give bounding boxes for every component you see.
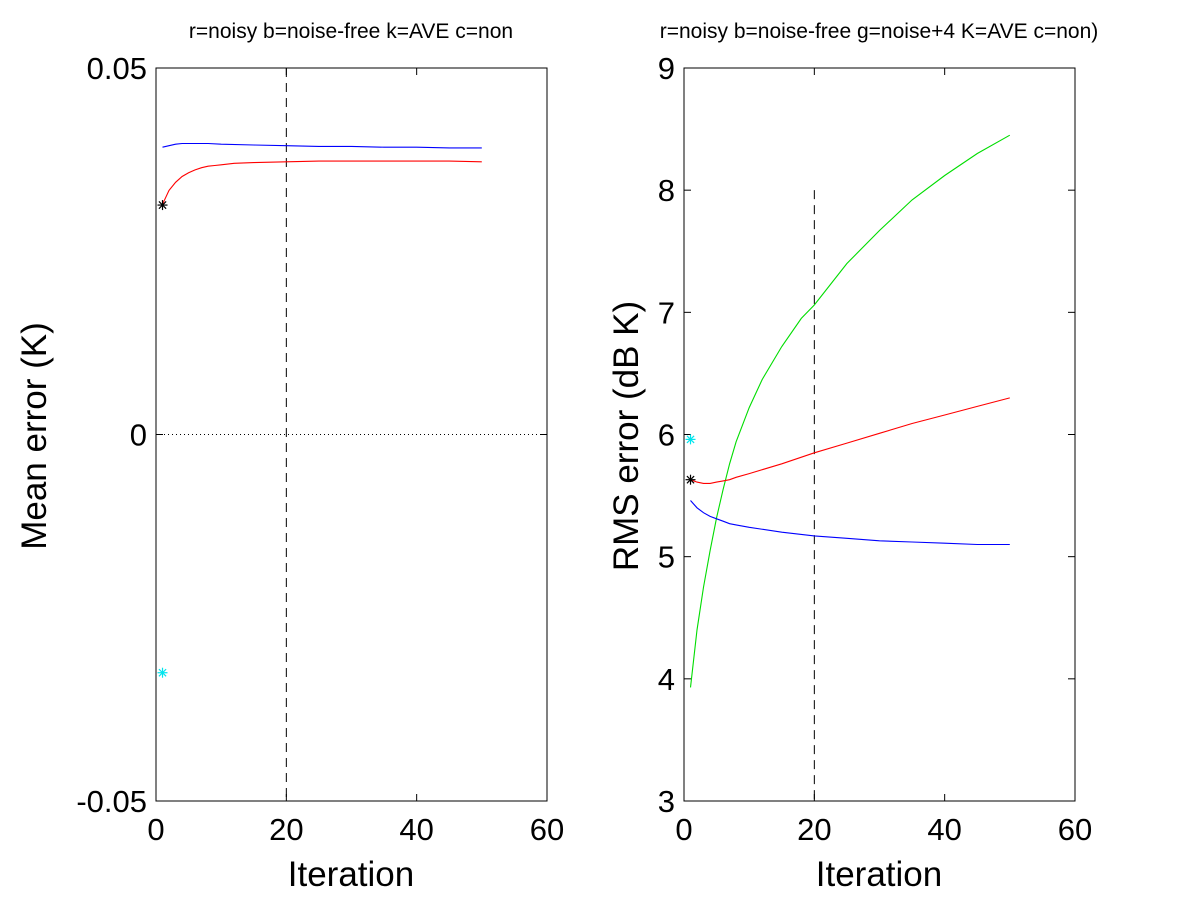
rms-error-axes-box	[683, 67, 1076, 802]
rms-error-series-line-2	[690, 500, 1010, 546]
mean-error-series-line-0	[162, 142, 482, 149]
mean-error-series-line-1	[162, 160, 482, 205]
mean-error-chart-title: r=noisy b=noise-free k=AVE c=non	[189, 20, 513, 43]
rms-error-series-line-1	[690, 397, 1010, 484]
rms-error-x-tick-label: 40	[927, 812, 961, 847]
rms-error-x-tick-label: 60	[1058, 812, 1092, 847]
mean-error-asterisk-marker-0	[157, 200, 168, 211]
rms-error-y-tick-label: 3	[658, 784, 675, 819]
rms-error-y-tick-label: 5	[658, 540, 675, 575]
rms-error-chart-title: r=noisy b=noise-free g=noise+4 K=AVE c=n…	[660, 20, 1099, 43]
rms-error-asterisk-marker-0	[685, 474, 696, 485]
rms-error-x-axis-label: Iteration	[816, 855, 942, 894]
rms-error-y-axis-label: RMS error (dB K)	[607, 301, 646, 571]
mean-error-y-axis-label: Mean error (K)	[15, 322, 54, 550]
mean-error-asterisk-marker-1	[157, 667, 168, 678]
rms-error-y-tick-label: 4	[658, 662, 675, 697]
rms-error-asterisk-marker-1	[685, 434, 696, 445]
mean-error-y-tick-label: 0.05	[87, 51, 147, 86]
rms-error-y-tick-label: 8	[658, 173, 675, 208]
mean-error-y-tick-label: 0	[130, 418, 147, 453]
rms-error-x-tick-label: 20	[797, 812, 831, 847]
mean-error-x-tick-label: 0	[147, 812, 164, 847]
rms-error-y-tick-label: 9	[658, 51, 675, 86]
mean-error-x-tick-label: 60	[530, 812, 564, 847]
rms-error-x-tick-label: 0	[675, 812, 692, 847]
rms-error-y-tick-label: 6	[658, 418, 675, 453]
mean-error-x-tick-label: 40	[399, 812, 433, 847]
rms-error-y-tick-label: 7	[658, 295, 675, 330]
mean-error-x-tick-label: 20	[269, 812, 303, 847]
mean-error-y-tick-label: -0.05	[76, 784, 147, 819]
rms-error-series-line-0	[689, 134, 1011, 688]
mean-error-x-axis-label: Iteration	[288, 855, 414, 894]
rms-error-chart: r=noisy b=noise-free g=noise+4 K=AVE c=n…	[607, 20, 1098, 894]
mean-error-chart: r=noisy b=noise-free k=AVE c=non Iterati…	[15, 20, 564, 894]
